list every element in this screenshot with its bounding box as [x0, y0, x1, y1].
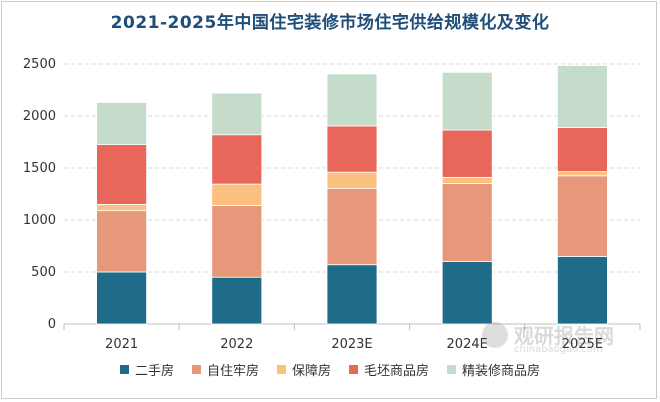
bar-2023E-series-2 — [326, 171, 378, 189]
x-tick-label: 2025E — [562, 337, 603, 352]
y-tick-label: 1500 — [23, 161, 56, 176]
bar-2025E-series-1 — [557, 175, 608, 257]
bar-2023E-series-0 — [326, 264, 378, 325]
y-tick-label: 1000 — [23, 213, 56, 228]
y-tick-label: 2000 — [23, 109, 56, 124]
bar-2022-series-1 — [211, 205, 263, 278]
legend-swatch-icon — [276, 365, 286, 374]
bar-2021-series-1 — [96, 210, 147, 273]
legend-swatch-icon — [191, 365, 201, 374]
watermark-logo-icon — [482, 322, 508, 348]
legend-item: 毛坯商品房 — [349, 360, 429, 379]
bar-2021-series-0 — [96, 271, 147, 325]
bar-2023E-series-3 — [326, 125, 378, 173]
legend-swatch-icon — [119, 365, 129, 374]
bar-2023E-series-4 — [326, 73, 378, 127]
bar-2025E-series-3 — [557, 127, 608, 173]
x-tick-label: 2022 — [220, 337, 253, 352]
bar-2025E-series-4 — [557, 65, 608, 128]
legend-label: 精装修商品房 — [462, 364, 541, 379]
watermark-text: 观研报告网 — [514, 324, 614, 348]
legend-label: 保障房 — [291, 364, 331, 379]
y-tick-label: 0 — [48, 317, 56, 332]
legend-item: 保障房 — [276, 360, 331, 379]
bar-2021-series-4 — [96, 102, 147, 146]
bar-2025E-series-2 — [557, 171, 608, 177]
x-tick-label: 2024E — [447, 337, 488, 352]
bar-2024E-series-0 — [441, 261, 493, 325]
bar-2022-series-2 — [211, 183, 263, 206]
legend-label: 自住牢房 — [206, 364, 259, 379]
chart-title: 2021-2025年中国住宅装修市场住宅供给规模化及变化 — [110, 13, 550, 33]
bar-2025E-series-0 — [557, 255, 608, 325]
legend-item: 二手房 — [119, 360, 174, 379]
watermark: 观研报告网 chinabaogao.com — [482, 320, 632, 360]
legend-label: 毛坯商品房 — [364, 364, 430, 379]
legend-item: 自住牢房 — [191, 360, 259, 379]
bar-2024E-series-2 — [441, 176, 493, 185]
watermark-url: chinabaogao.com — [514, 344, 603, 355]
legend-swatch-icon — [447, 365, 457, 374]
bar-2022-series-4 — [211, 92, 263, 136]
legend-swatch-icon — [349, 365, 358, 374]
legend-item: 精装修商品房 — [447, 360, 540, 379]
bar-2024E-series-1 — [441, 183, 493, 263]
x-tick-label: 2023E — [331, 337, 372, 352]
bar-2024E-series-3 — [441, 129, 493, 178]
x-tick-label: 2021 — [105, 337, 138, 352]
bar-2021-series-3 — [96, 144, 147, 205]
legend-label: 二手房 — [134, 364, 174, 379]
chart-legend: 二手房 自住牢房 保障房 毛坯商品房 精装修商品房 — [0, 360, 660, 379]
y-tick-label: 500 — [31, 265, 56, 280]
y-tick-label: 2500 — [23, 57, 56, 72]
bar-2022-series-3 — [211, 134, 263, 185]
bar-2023E-series-1 — [326, 187, 378, 266]
bar-2022-series-0 — [211, 276, 263, 325]
bar-2024E-series-4 — [441, 71, 493, 131]
bar-2021-series-2 — [96, 203, 147, 212]
